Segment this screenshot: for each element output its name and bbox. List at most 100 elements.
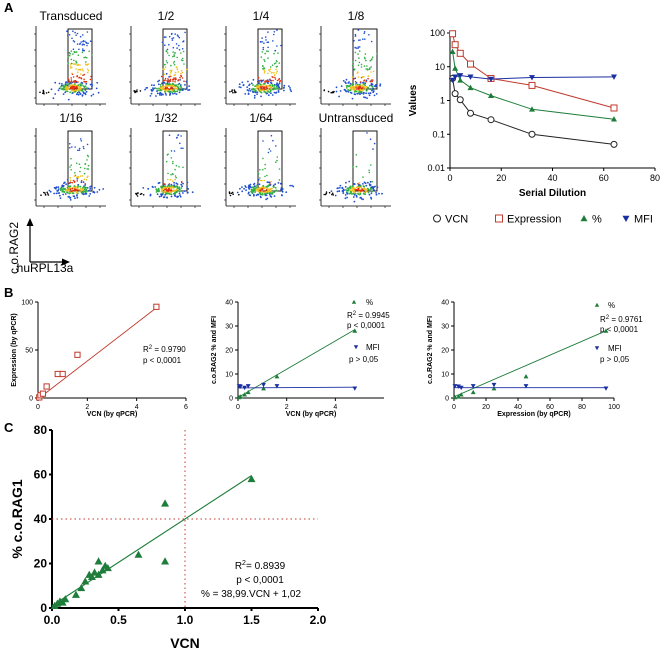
flow-event (368, 193, 371, 196)
flow-event (257, 178, 260, 181)
flow-event (260, 56, 263, 58)
flow-event (172, 46, 175, 49)
flow-event (249, 194, 252, 197)
flow-event (158, 181, 161, 184)
x-tick-label: 60 (599, 173, 609, 183)
x-tick-label: 0 (447, 173, 452, 183)
flow-event (353, 91, 356, 93)
flow-event (175, 43, 178, 45)
flow-event (266, 92, 269, 95)
flow-event (259, 88, 261, 91)
flow-event (341, 190, 344, 193)
flow-event (47, 194, 50, 196)
flow-event (176, 185, 179, 188)
flow-event (171, 39, 174, 41)
flow-event (191, 191, 194, 194)
flow-event (171, 186, 174, 189)
flow-event (178, 188, 181, 191)
flow-event (82, 145, 85, 148)
flow-event (344, 89, 347, 92)
flow-event (102, 188, 105, 190)
flow-event (360, 63, 363, 66)
legend-label: MFI (634, 214, 653, 226)
flow-event (164, 66, 167, 68)
flow-event (62, 87, 65, 90)
flow-event (229, 194, 232, 197)
x-tick-label: 0.5 (110, 613, 127, 627)
flow-event (182, 59, 184, 62)
flow-event (348, 180, 351, 183)
flow-event (339, 90, 342, 92)
flow-event (169, 193, 171, 196)
series-% (452, 328, 609, 400)
flow-event (158, 195, 161, 198)
flow-event (162, 75, 164, 78)
flow-event (186, 192, 189, 194)
flow-event (134, 91, 136, 94)
y-tick-label: 0 (40, 601, 47, 615)
flow-event (362, 176, 364, 178)
data-point (161, 557, 170, 565)
flow-event (259, 79, 261, 82)
p-annotation: p < 0,0001 (600, 325, 639, 334)
flow-event (253, 189, 256, 192)
flow-event (238, 193, 240, 196)
flow-event (359, 39, 361, 41)
x-tick-label: 2.0 (310, 613, 327, 627)
flow-event (241, 81, 244, 84)
flow-event (268, 80, 270, 83)
flow-event (338, 190, 341, 193)
flow-event (378, 192, 380, 195)
flow-event (155, 95, 157, 97)
flow-event (172, 62, 175, 64)
flow-event (247, 92, 250, 95)
y-tick-label: 0 (29, 395, 33, 402)
flow-event (354, 192, 357, 195)
flow-event (77, 84, 80, 87)
flow-event (182, 50, 185, 53)
flow-event (71, 181, 73, 184)
flow-event (167, 172, 169, 175)
flow-event (264, 163, 267, 166)
flow-event (239, 86, 242, 89)
flow-event (357, 53, 359, 55)
r2-annotation: R2 = 0.9761 (600, 315, 643, 324)
flow-event (68, 185, 71, 188)
data-point (451, 90, 459, 98)
flow-event (85, 61, 87, 63)
flow-event (186, 86, 188, 89)
flow-event (262, 65, 264, 67)
flow-event (248, 88, 251, 90)
flow-event (80, 84, 82, 87)
flow-event (272, 184, 275, 187)
y-tick-label: 100 (21, 299, 33, 306)
flow-event (261, 179, 263, 182)
data-point (274, 374, 280, 379)
flow-event (83, 78, 85, 81)
flow-event (180, 72, 182, 75)
flow-event (351, 193, 354, 195)
flow-event (247, 192, 250, 195)
flow-event (73, 189, 75, 192)
flow-event (358, 61, 361, 64)
flow-event (338, 95, 340, 98)
flow-event (362, 185, 365, 187)
flow-event (348, 85, 350, 87)
flow-event (289, 88, 292, 91)
flow-event (371, 85, 374, 88)
flow-event (73, 59, 75, 62)
flow-event (173, 184, 176, 187)
mfi-label: MFI (366, 343, 380, 352)
flow-event (61, 184, 64, 187)
flow-event (56, 189, 59, 192)
flow-event (278, 179, 281, 181)
flow-event (177, 190, 180, 192)
data-point (456, 384, 461, 389)
flow-event (68, 34, 71, 36)
flow-event (172, 180, 174, 182)
flow-event (172, 83, 175, 86)
flow-event (186, 181, 189, 184)
data-point (611, 116, 617, 122)
flow-event (370, 83, 373, 86)
r2-base: R (235, 561, 242, 572)
